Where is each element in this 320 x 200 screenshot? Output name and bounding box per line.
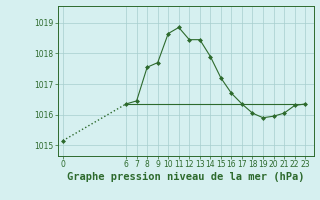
X-axis label: Graphe pression niveau de la mer (hPa): Graphe pression niveau de la mer (hPa): [67, 172, 304, 182]
